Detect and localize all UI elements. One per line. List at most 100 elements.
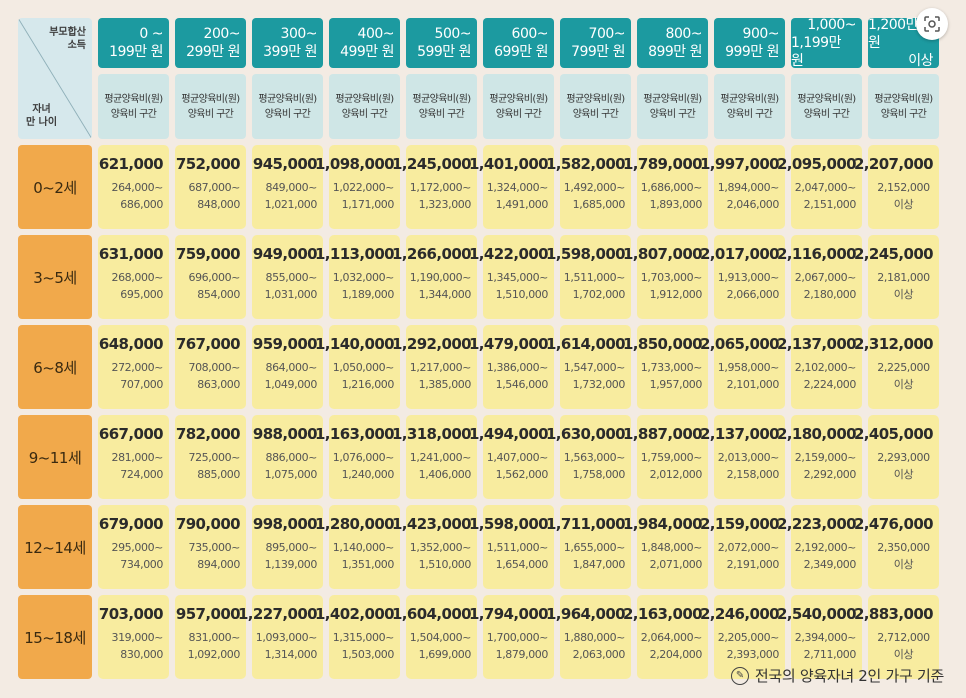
cost-range: 2,350,000 이상: [871, 539, 930, 573]
average-cost: 2,180,000: [776, 425, 857, 443]
average-cost: 621,000: [98, 155, 164, 173]
average-cost: 945,000: [252, 155, 318, 173]
table-cell: 667,000 281,000~ 724,000: [98, 415, 169, 499]
cost-range-start: 295,000~: [111, 541, 163, 554]
cost-range: 281,000~ 724,000: [111, 449, 163, 483]
subheader-average-label: 평균양육비(원): [720, 93, 779, 105]
subheader-6: 평균양육비(원) 양육비 구간: [560, 74, 631, 139]
table-cell: 1,227,000 1,093,000~ 1,314,000: [238, 595, 323, 679]
cost-range-end: 2,349,000: [803, 558, 857, 571]
income-header-line-1: 800~: [665, 26, 703, 42]
cost-range: 268,000~ 695,000: [111, 269, 163, 303]
cost-range-end: 2,292,000: [803, 468, 857, 481]
cost-range: 2,102,000~ 2,224,000: [795, 359, 857, 393]
income-header-line-2: 399만 원: [263, 44, 317, 60]
table-cell: 2,017,000 1,913,000~ 2,066,000: [700, 235, 785, 319]
table-cell: 621,000 264,000~ 686,000: [98, 145, 169, 229]
cost-range-start: 1,492,000~: [563, 181, 626, 194]
average-cost: 2,116,000: [776, 245, 857, 263]
cost-range-end: 1,385,000: [418, 378, 472, 391]
cost-range: 895,000~ 1,139,000: [265, 539, 318, 573]
cost-range: 1,958,000~ 2,101,000: [718, 359, 780, 393]
cost-range-start: 1,880,000~: [563, 631, 626, 644]
table-cell: 2,883,000 2,712,000 이상: [854, 595, 939, 679]
cost-range-end: 686,000: [120, 198, 163, 211]
income-header-9: 1,000~ 1,199만 원: [791, 17, 862, 69]
income-header-line-1: 200~: [203, 26, 241, 42]
cost-range-end: 1,406,000: [418, 468, 472, 481]
income-header-line-1: 0 ~: [139, 26, 163, 42]
cost-range-end: 1,189,000: [341, 288, 395, 301]
cost-range: 2,067,000~ 2,180,000: [795, 269, 857, 303]
cost-range-end: 1,344,000: [418, 288, 472, 301]
average-cost: 2,405,000: [853, 425, 934, 443]
cost-range: 1,880,000~ 2,063,000: [563, 629, 626, 663]
average-cost: 2,540,000: [776, 605, 857, 623]
average-cost: 957,000: [175, 605, 241, 623]
average-cost: 648,000: [98, 335, 164, 353]
cost-range-end: 2,066,000: [726, 288, 780, 301]
average-cost: 1,614,000: [545, 335, 626, 353]
table-cell: 1,789,000 1,686,000~ 1,893,000: [623, 145, 708, 229]
average-cost: 1,494,000: [468, 425, 549, 443]
cost-range: 2,192,000~ 2,349,000: [794, 539, 857, 573]
subheader-average-label: 평균양육비(원): [258, 93, 317, 105]
cost-range-start: 2,152,000: [877, 181, 930, 194]
cost-range-end: 1,758,000: [572, 468, 626, 481]
cost-range-end: 2,393,000: [726, 648, 780, 661]
subheader-average-label: 평균양육비(원): [412, 93, 471, 105]
age-label: 0~2세: [18, 145, 92, 229]
cost-range: 1,655,000~ 1,847,000: [564, 539, 626, 573]
subheader-2: 평균양육비(원) 양육비 구간: [252, 74, 323, 139]
age-label: 9~11세: [18, 415, 92, 499]
cost-range-end: 1,075,000: [264, 468, 318, 481]
income-header-line-2: 599만 원: [417, 44, 471, 60]
cost-range-start: 1,759,000~: [640, 451, 703, 464]
average-cost: 2,223,000: [776, 515, 857, 533]
cost-range-end: 1,503,000: [341, 648, 395, 661]
average-cost: 2,246,000: [699, 605, 780, 623]
cost-range-end: 1,893,000: [649, 198, 703, 211]
average-cost: 1,794,000: [468, 605, 549, 623]
age-label: 12~14세: [18, 505, 92, 589]
income-header-line-1: 600~: [511, 26, 549, 42]
average-cost: 2,159,000: [699, 515, 780, 533]
cost-range-start: 2,192,000~: [794, 541, 857, 554]
cost-range-end: 1,510,000: [418, 558, 472, 571]
cost-range: 1,386,000~ 1,546,000: [487, 359, 549, 393]
table-cell: 1,402,000 1,315,000~ 1,503,000: [315, 595, 400, 679]
cost-range-start: 2,159,000~: [794, 451, 857, 464]
average-cost: 703,000: [98, 605, 164, 623]
income-header-7: 800~ 899만 원: [637, 18, 708, 68]
cost-range: 2,064,000~ 2,204,000: [641, 629, 703, 663]
table-cell: 790,000 735,000~ 894,000: [175, 505, 246, 589]
cost-range-end: 863,000: [197, 378, 240, 391]
table-cell: 2,065,000 1,958,000~ 2,101,000: [700, 325, 785, 409]
table-cell: 2,476,000 2,350,000 이상: [854, 505, 939, 589]
cost-range: 1,093,000~ 1,314,000: [256, 629, 318, 663]
cost-range-end: 1,699,000: [418, 648, 472, 661]
subheader-0: 평균양육비(원) 양육비 구간: [98, 74, 169, 139]
cost-range: 1,547,000~ 1,732,000: [564, 359, 626, 393]
average-cost: 1,598,000: [545, 245, 626, 263]
cost-range-end: 2,063,000: [572, 648, 626, 661]
cost-range: 272,000~ 707,000: [111, 359, 163, 393]
cost-range-end: 1,049,000: [264, 378, 318, 391]
income-header-line-1: 500~: [434, 26, 472, 42]
average-cost: 2,476,000: [853, 515, 934, 533]
cost-range-start: 687,000~: [188, 181, 240, 194]
cost-range-start: 2,225,000: [877, 361, 930, 374]
average-cost: 1,163,000: [314, 425, 395, 443]
cost-range-end: 1,021,000: [264, 198, 318, 211]
income-header-line-1: 900~: [742, 26, 780, 42]
average-cost: 2,095,000: [776, 155, 857, 173]
average-cost: 752,000: [175, 155, 241, 173]
subheader-range-label: 양육비 구간: [264, 108, 311, 120]
table-cell: 1,494,000 1,407,000~ 1,562,000: [469, 415, 554, 499]
subheader-average-label: 평균양육비(원): [874, 93, 933, 105]
average-cost: 759,000: [175, 245, 241, 263]
average-cost: 1,266,000: [391, 245, 472, 263]
subheader-3: 평균양육비(원) 양육비 구간: [329, 74, 400, 139]
average-cost: 767,000: [175, 335, 241, 353]
lens-search-icon[interactable]: [916, 8, 948, 40]
